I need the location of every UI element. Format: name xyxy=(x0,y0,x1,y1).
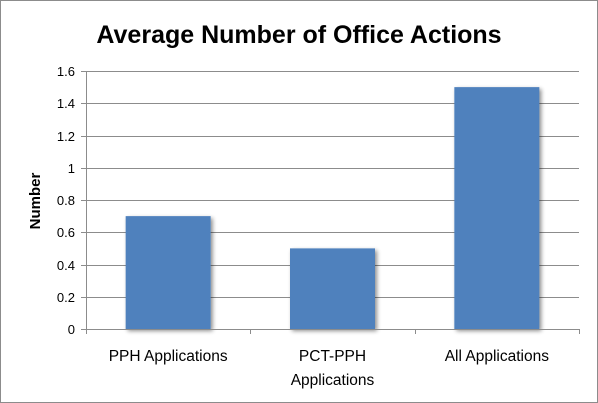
y-tick-label: 1.6 xyxy=(57,64,75,79)
y-tick-label: 1.2 xyxy=(57,129,75,144)
y-tick-label: 0.2 xyxy=(57,290,75,305)
bar xyxy=(454,87,540,329)
x-axis-categories: PPH Applications PCT-PPH Applications All A… xyxy=(109,348,549,389)
y-tick-label: 1.4 xyxy=(57,96,75,111)
x-category-label: Applications xyxy=(291,372,375,389)
y-tick-label: 0.6 xyxy=(57,225,75,240)
y-tick-label: 1 xyxy=(68,161,75,176)
chart-title: Average Number of Office Actions xyxy=(96,21,501,49)
y-tick-label: 0 xyxy=(68,322,75,337)
x-category-label: PCT-PPH xyxy=(299,348,366,365)
x-category-label: PPH Applications xyxy=(109,348,228,365)
bar xyxy=(290,248,375,329)
y-axis-ticks: 0 0.2 0.4 0.6 0.8 1 1.2 1.4 1.6 xyxy=(57,64,86,337)
bars xyxy=(125,87,540,329)
y-tick-label: 0.4 xyxy=(57,258,75,273)
y-axis-title: Number xyxy=(27,173,44,230)
x-category-label: All Applications xyxy=(445,348,550,365)
axes xyxy=(86,71,580,334)
bar xyxy=(125,216,211,329)
y-tick-label: 0.8 xyxy=(57,193,75,208)
